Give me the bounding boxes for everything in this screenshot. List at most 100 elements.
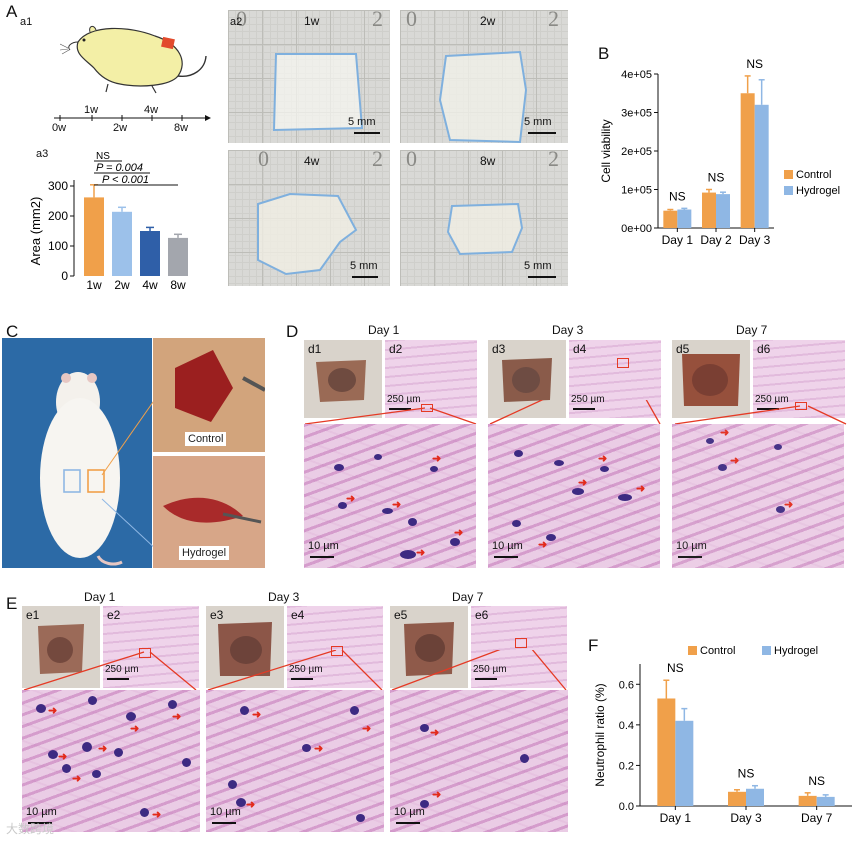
- sub-d3: d3: [492, 342, 506, 356]
- tissue-sample: [502, 358, 552, 402]
- zoom-box: [617, 358, 629, 368]
- scale-label: 5 mm: [524, 116, 552, 128]
- sub-d1: d1: [308, 342, 322, 356]
- histology-low-d2: d2 250 µm: [385, 340, 477, 418]
- tissue-photo-e1: e1: [22, 606, 100, 688]
- scale-label: 10 µm: [676, 540, 707, 552]
- y-tick-label: 0.6: [619, 679, 634, 691]
- bar: [657, 698, 676, 806]
- y-axis-label: Area (mm2): [30, 197, 43, 266]
- bar: [663, 210, 678, 228]
- tissue-sample: [316, 360, 366, 402]
- scale-label: 10 µm: [394, 806, 425, 818]
- day-label: Day 7: [736, 323, 768, 337]
- legend-swatch: [688, 646, 697, 655]
- scale-bar: [310, 556, 334, 558]
- histology-low-e2: e2 250 µm: [103, 606, 199, 688]
- panel-a-letter: A: [6, 2, 18, 21]
- sub-e1: e1: [26, 608, 40, 622]
- timeline-label-0w: 0w: [52, 122, 67, 134]
- tissue-sample: [218, 622, 272, 676]
- timeline: [54, 115, 211, 121]
- sub-e4: e4: [291, 608, 305, 622]
- scaffold-photo-2w: 0 2 2w 5 mm: [400, 10, 568, 143]
- x-tick-label: 1w: [86, 278, 102, 292]
- tissue-photo-d1: d1: [304, 340, 382, 418]
- zoom-connectors-e: [23, 650, 567, 691]
- wound-photo-hydrogel: Hydrogel: [153, 456, 265, 568]
- scaffold-photo-8w: 0 2 8w 5 mm: [400, 150, 568, 286]
- y-axis-label: Neutrophil ratio (%): [593, 683, 607, 786]
- chart-a3: 0 100 200 300 Area (mm2) 1w 2w 4w 8w NSP = 0.004P…: [30, 151, 188, 292]
- sig-label: NS: [669, 189, 686, 203]
- tissue-sample: [682, 354, 740, 406]
- sub-e5: e5: [394, 608, 408, 622]
- bar: [677, 209, 692, 228]
- scaffold-shape: [446, 202, 524, 256]
- ruler-2: 2: [372, 150, 383, 171]
- y-tick-label: 3e+05: [621, 108, 652, 120]
- histology-high-day1: ➜ ➜ ➜ ➜ ➜ 10 µm: [304, 424, 476, 568]
- photo-label-4w: 4w: [304, 154, 320, 168]
- x-tick-label: 4w: [142, 278, 158, 292]
- bar: [716, 194, 730, 228]
- scaffold-shape: [438, 50, 528, 143]
- photo-label-8w: 8w: [480, 154, 496, 168]
- y-tick-label: 4e+05: [621, 69, 652, 81]
- rat-illustration: [60, 25, 207, 94]
- sub-a3: a3: [36, 148, 49, 160]
- panel-b-letter: B: [598, 44, 610, 63]
- sig-label: P = 0.004: [96, 162, 143, 174]
- y-tick-label: 100: [48, 239, 68, 253]
- tissue-photo-d3: d3: [488, 340, 566, 418]
- day-label: Day 1: [84, 590, 116, 604]
- bar: [746, 788, 764, 806]
- sub-d5: d5: [676, 342, 690, 356]
- x-tick-label: Day 3: [739, 233, 771, 247]
- ruler-0: 0: [258, 150, 269, 171]
- bar: [168, 237, 188, 276]
- day-label: Day 3: [268, 590, 300, 604]
- legend-label: Hydrogel: [774, 645, 818, 657]
- bar: [112, 211, 132, 276]
- tissue-photo-e3: e3: [206, 606, 284, 688]
- scaffold-photo-4w: 0 2 4w 5 mm: [228, 150, 390, 286]
- x-tick-label: Day 2: [700, 233, 732, 247]
- histology-low-d4: d4 250 µm: [569, 340, 661, 418]
- sig-label: NS: [738, 767, 755, 781]
- sub-e3: e3: [210, 608, 224, 622]
- tissue-sample: [404, 622, 454, 676]
- wound-photo-control: Control: [153, 338, 265, 452]
- scale-bar: [212, 822, 236, 824]
- scale-label: 10 µm: [492, 540, 523, 552]
- sig-label: NS: [708, 171, 725, 185]
- scale-bar: [573, 408, 595, 410]
- y-tick-label: 0.0: [619, 801, 634, 813]
- rat-back-photo: [2, 338, 152, 568]
- ruler-0: 0: [406, 10, 417, 31]
- rat-body: [40, 372, 123, 566]
- scale-bar: [28, 822, 52, 824]
- bar: [754, 104, 769, 228]
- scale-bar: [528, 276, 556, 278]
- bar: [816, 796, 835, 806]
- photo-label-1w: 1w: [304, 14, 320, 28]
- sub-d4: d4: [573, 342, 587, 356]
- timeline-label-1w: 1w: [84, 104, 99, 116]
- x-tick-label: Day 3: [730, 811, 762, 825]
- scale-label: 10 µm: [26, 806, 57, 818]
- chart-b: 0e+00 1e+05 2e+05 3e+05 4e+05 Cell viability D…: [599, 58, 840, 247]
- legend-label: Control: [796, 169, 831, 181]
- legend-swatch: [762, 646, 771, 655]
- bar: [798, 795, 817, 806]
- y-tick-label: 0e+00: [621, 223, 652, 235]
- sig-label: NS: [808, 774, 825, 788]
- watermark: 大数跨境: [6, 822, 55, 836]
- day-label: Day 7: [452, 590, 484, 604]
- timeline-label-8w: 8w: [174, 122, 189, 134]
- sub-d6: d6: [757, 342, 771, 356]
- scale-label: 250 µm: [387, 394, 421, 405]
- x-tick-label: 2w: [114, 278, 130, 292]
- sub-e2: e2: [107, 608, 121, 622]
- sig-label: NS: [96, 151, 110, 162]
